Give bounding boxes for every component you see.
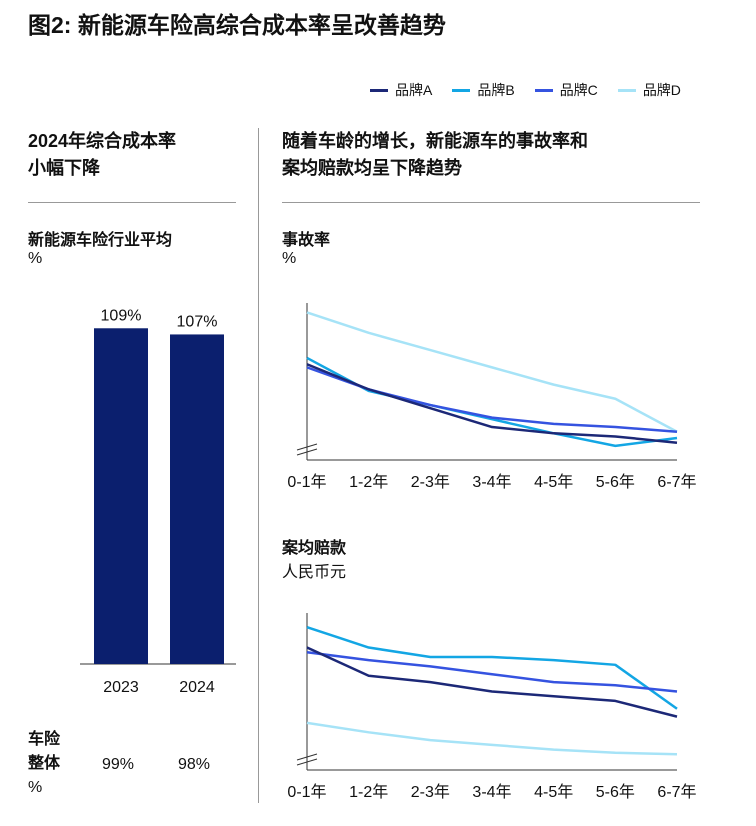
x-tick-label: 2-3年 xyxy=(411,783,450,801)
legend-item-c: 品牌C xyxy=(534,80,598,100)
legend-swatch xyxy=(452,88,471,92)
bar-chart-unit: % xyxy=(28,250,43,267)
bar-chart: 109% 2023 107% 2024 xyxy=(80,307,236,696)
claim-amount-unit: 人民币元 xyxy=(282,564,347,581)
left-heading-line2: 小幅下降 xyxy=(28,158,100,178)
overall-value-2024: 98% xyxy=(178,756,211,773)
accident-rate-unit: % xyxy=(282,250,297,267)
series-line-品牌C xyxy=(306,366,678,433)
x-tick-label: 3-4年 xyxy=(472,473,511,491)
bar-data-label: 107% xyxy=(177,313,218,330)
right-heading-line1: 随着车龄的增长，新能源车的事故率和 xyxy=(282,131,588,151)
legend-swatch xyxy=(534,88,553,92)
legend-label: 品牌D xyxy=(642,82,681,98)
bar-category-label: 2023 xyxy=(103,679,139,696)
overall-label: 车险整体% xyxy=(28,728,60,800)
x-tick-label: 1-2年 xyxy=(349,783,388,801)
legend: 品牌A 品牌B 品牌C 品牌D xyxy=(370,80,681,100)
panel-divider xyxy=(258,128,259,803)
series-line-品牌A xyxy=(306,363,678,444)
legend-label: 品牌B xyxy=(477,82,515,98)
x-tick-label: 6-7年 xyxy=(657,783,696,801)
left-heading: 2024年综合成本率 小幅下降 xyxy=(28,128,176,182)
right-heading-line2: 案均赔款均呈下降趋势 xyxy=(282,158,462,178)
right-heading: 随着车龄的增长，新能源车的事故率和 案均赔款均呈下降趋势 xyxy=(282,128,588,182)
left-divider xyxy=(28,202,236,203)
legend-item-d: 品牌D xyxy=(617,80,681,100)
overall-label-line1: 车险 xyxy=(28,731,61,748)
accident-rate-chart: 0-1年 1-2年 2-3年 3-4年 4-5年 5-6年 6-7年 xyxy=(287,303,697,491)
bar-chart-title: 新能源车险行业平均 xyxy=(28,232,173,249)
series-line-品牌C xyxy=(306,651,678,693)
right-divider xyxy=(282,202,700,203)
x-tick-label: 6-7年 xyxy=(657,473,696,491)
series-line-品牌B xyxy=(306,625,678,710)
bar-data-label: 109% xyxy=(101,307,142,324)
overall-unit: % xyxy=(28,779,43,796)
x-tick-label: 4-5年 xyxy=(534,783,573,801)
legend-label: 品牌A xyxy=(395,82,433,98)
x-tick-label: 1-2年 xyxy=(349,473,388,491)
claim-amount-title: 案均赔款 xyxy=(282,540,347,557)
x-tick-label: 2-3年 xyxy=(411,473,450,491)
x-tick-label: 3-4年 xyxy=(472,783,511,801)
series-line-品牌D xyxy=(306,311,678,433)
x-tick-label: 5-6年 xyxy=(596,783,635,801)
x-tick-label: 5-6年 xyxy=(596,473,635,491)
legend-swatch xyxy=(617,88,636,92)
left-heading-line1: 2024年综合成本率 xyxy=(28,131,177,151)
axis-break-icon xyxy=(296,443,318,456)
legend-label: 品牌C xyxy=(559,82,598,98)
legend-item-b: 品牌B xyxy=(452,80,515,100)
bar-2024 xyxy=(170,334,224,664)
overall-label-line2: 整体 xyxy=(28,755,61,772)
bar-2023 xyxy=(94,328,148,664)
figure-title: 图2: 新能源车险高综合成本率呈改善趋势 xyxy=(28,12,446,38)
series-line-品牌D xyxy=(306,721,678,756)
x-tick-label: 0-1年 xyxy=(287,473,326,491)
accident-rate-title: 事故率 xyxy=(282,232,331,249)
x-tick-label: 4-5年 xyxy=(534,473,573,491)
overall-value-2023: 99% xyxy=(102,756,135,773)
axis-break-icon xyxy=(296,753,318,766)
series-line-品牌A xyxy=(306,646,678,718)
bar-category-label: 2024 xyxy=(179,679,215,696)
x-tick-label: 0-1年 xyxy=(287,783,326,801)
legend-item-a: 品牌A xyxy=(370,80,432,100)
series-line-品牌B xyxy=(306,356,678,448)
legend-swatch xyxy=(370,88,388,92)
claim-amount-chart: 0-1年 1-2年 2-3年 3-4年 4-5年 5-6年 6-7年 xyxy=(287,613,697,801)
